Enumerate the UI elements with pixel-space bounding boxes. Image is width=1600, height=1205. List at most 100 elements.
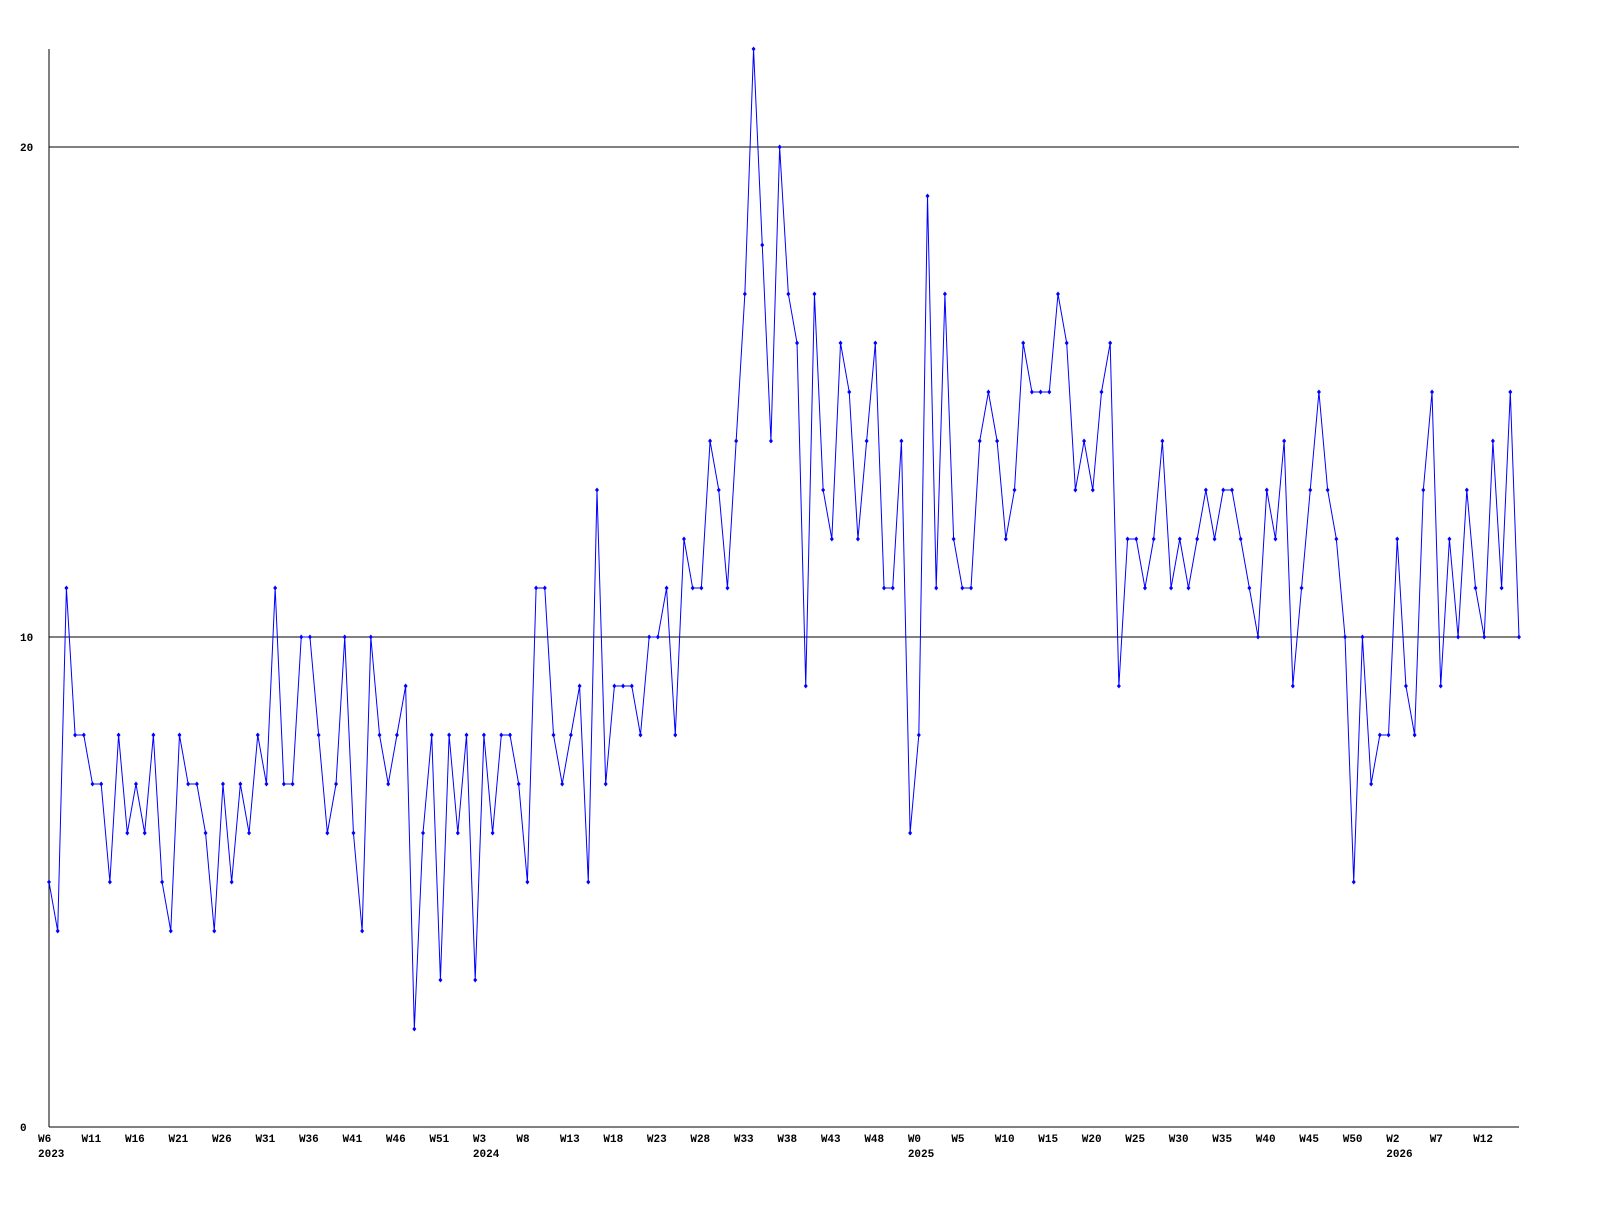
data-point	[1482, 634, 1487, 640]
data-point	[151, 732, 156, 738]
x-tick-label: W0	[908, 1134, 921, 1146]
data-point	[64, 585, 69, 591]
x-tick-label: W12	[1473, 1134, 1493, 1146]
data-point	[629, 683, 634, 689]
data-point	[1108, 340, 1113, 346]
x-tick-label: W41	[342, 1134, 362, 1146]
x-tick-label: W21	[168, 1134, 188, 1146]
data-point	[516, 781, 521, 787]
data-point	[995, 438, 1000, 444]
x-tick-label: W35	[1212, 1134, 1232, 1146]
data-point	[1082, 438, 1087, 444]
data-point	[612, 683, 617, 689]
data-point	[1403, 683, 1408, 689]
data-point	[142, 830, 147, 836]
data-point	[725, 585, 730, 591]
data-point	[603, 781, 608, 787]
data-line	[48, 48, 1520, 1030]
data-point	[760, 242, 765, 248]
data-point	[1430, 389, 1435, 395]
x-tick-label: W20	[1082, 1134, 1102, 1146]
data-point	[847, 389, 852, 395]
data-point	[1186, 585, 1191, 591]
data-point	[1308, 487, 1313, 493]
data-point	[281, 781, 286, 787]
data-point	[594, 487, 599, 493]
data-point	[795, 340, 800, 346]
x-tick-label: W48	[864, 1134, 884, 1146]
data-point	[1038, 389, 1043, 395]
data-point	[1012, 487, 1017, 493]
data-point	[1090, 487, 1095, 493]
data-point	[464, 732, 469, 738]
x-tick-label: W46	[386, 1134, 406, 1146]
data-point	[1177, 536, 1182, 542]
data-point	[699, 585, 704, 591]
data-point	[316, 732, 321, 738]
data-point	[708, 438, 713, 444]
data-point	[47, 879, 51, 885]
data-point	[890, 585, 895, 591]
data-point	[673, 732, 678, 738]
data-point	[951, 536, 956, 542]
data-point	[203, 830, 208, 836]
data-point	[908, 830, 913, 836]
data-point	[821, 487, 826, 493]
data-point	[655, 634, 660, 640]
data-point	[1264, 487, 1269, 493]
y-tick-label: 0	[20, 1123, 27, 1135]
x-tick-label: W16	[125, 1134, 145, 1146]
data-point	[1456, 634, 1461, 640]
data-point	[873, 340, 878, 346]
data-point	[864, 438, 869, 444]
data-point	[273, 585, 278, 591]
data-point	[1517, 634, 1521, 640]
data-point	[116, 732, 121, 738]
data-point	[1238, 536, 1243, 542]
data-point	[1125, 536, 1130, 542]
data-point	[1212, 536, 1217, 542]
data-point	[1203, 487, 1208, 493]
x-tick-label: W15	[1038, 1134, 1058, 1146]
data-point	[1169, 585, 1174, 591]
data-point	[934, 585, 939, 591]
data-point	[438, 977, 443, 983]
data-point	[299, 634, 304, 640]
data-point	[586, 879, 591, 885]
data-point	[1386, 732, 1391, 738]
data-point	[386, 781, 391, 787]
x-tick-label: W50	[1343, 1134, 1363, 1146]
data-point	[99, 781, 104, 787]
x-tick-label: W30	[1169, 1134, 1189, 1146]
x-tick-label: W25	[1125, 1134, 1145, 1146]
data-point	[1508, 389, 1513, 395]
data-point	[960, 585, 965, 591]
data-point	[125, 830, 130, 836]
x-tick-label: W45	[1299, 1134, 1319, 1146]
x-tick-label: W7	[1430, 1134, 1443, 1146]
x-tick-label: W43	[821, 1134, 841, 1146]
data-point	[1064, 340, 1069, 346]
data-point	[394, 732, 399, 738]
data-point	[1360, 634, 1365, 640]
data-point	[986, 389, 991, 395]
data-point	[490, 830, 495, 836]
data-point	[473, 977, 478, 983]
data-point	[1029, 389, 1034, 395]
x-year-label: 2026	[1386, 1149, 1412, 1161]
x-year-label: 2024	[473, 1149, 500, 1161]
data-point	[1290, 683, 1295, 689]
data-point	[1073, 487, 1078, 493]
x-tick-label: W2	[1386, 1134, 1399, 1146]
data-point	[838, 340, 843, 346]
x-tick-label: W31	[255, 1134, 275, 1146]
data-point	[1334, 536, 1339, 542]
data-point	[1499, 585, 1504, 591]
x-tick-label: W23	[647, 1134, 667, 1146]
data-point	[551, 732, 556, 738]
data-point	[447, 732, 452, 738]
data-point	[1116, 683, 1121, 689]
data-point	[925, 193, 930, 199]
data-point	[1421, 487, 1426, 493]
